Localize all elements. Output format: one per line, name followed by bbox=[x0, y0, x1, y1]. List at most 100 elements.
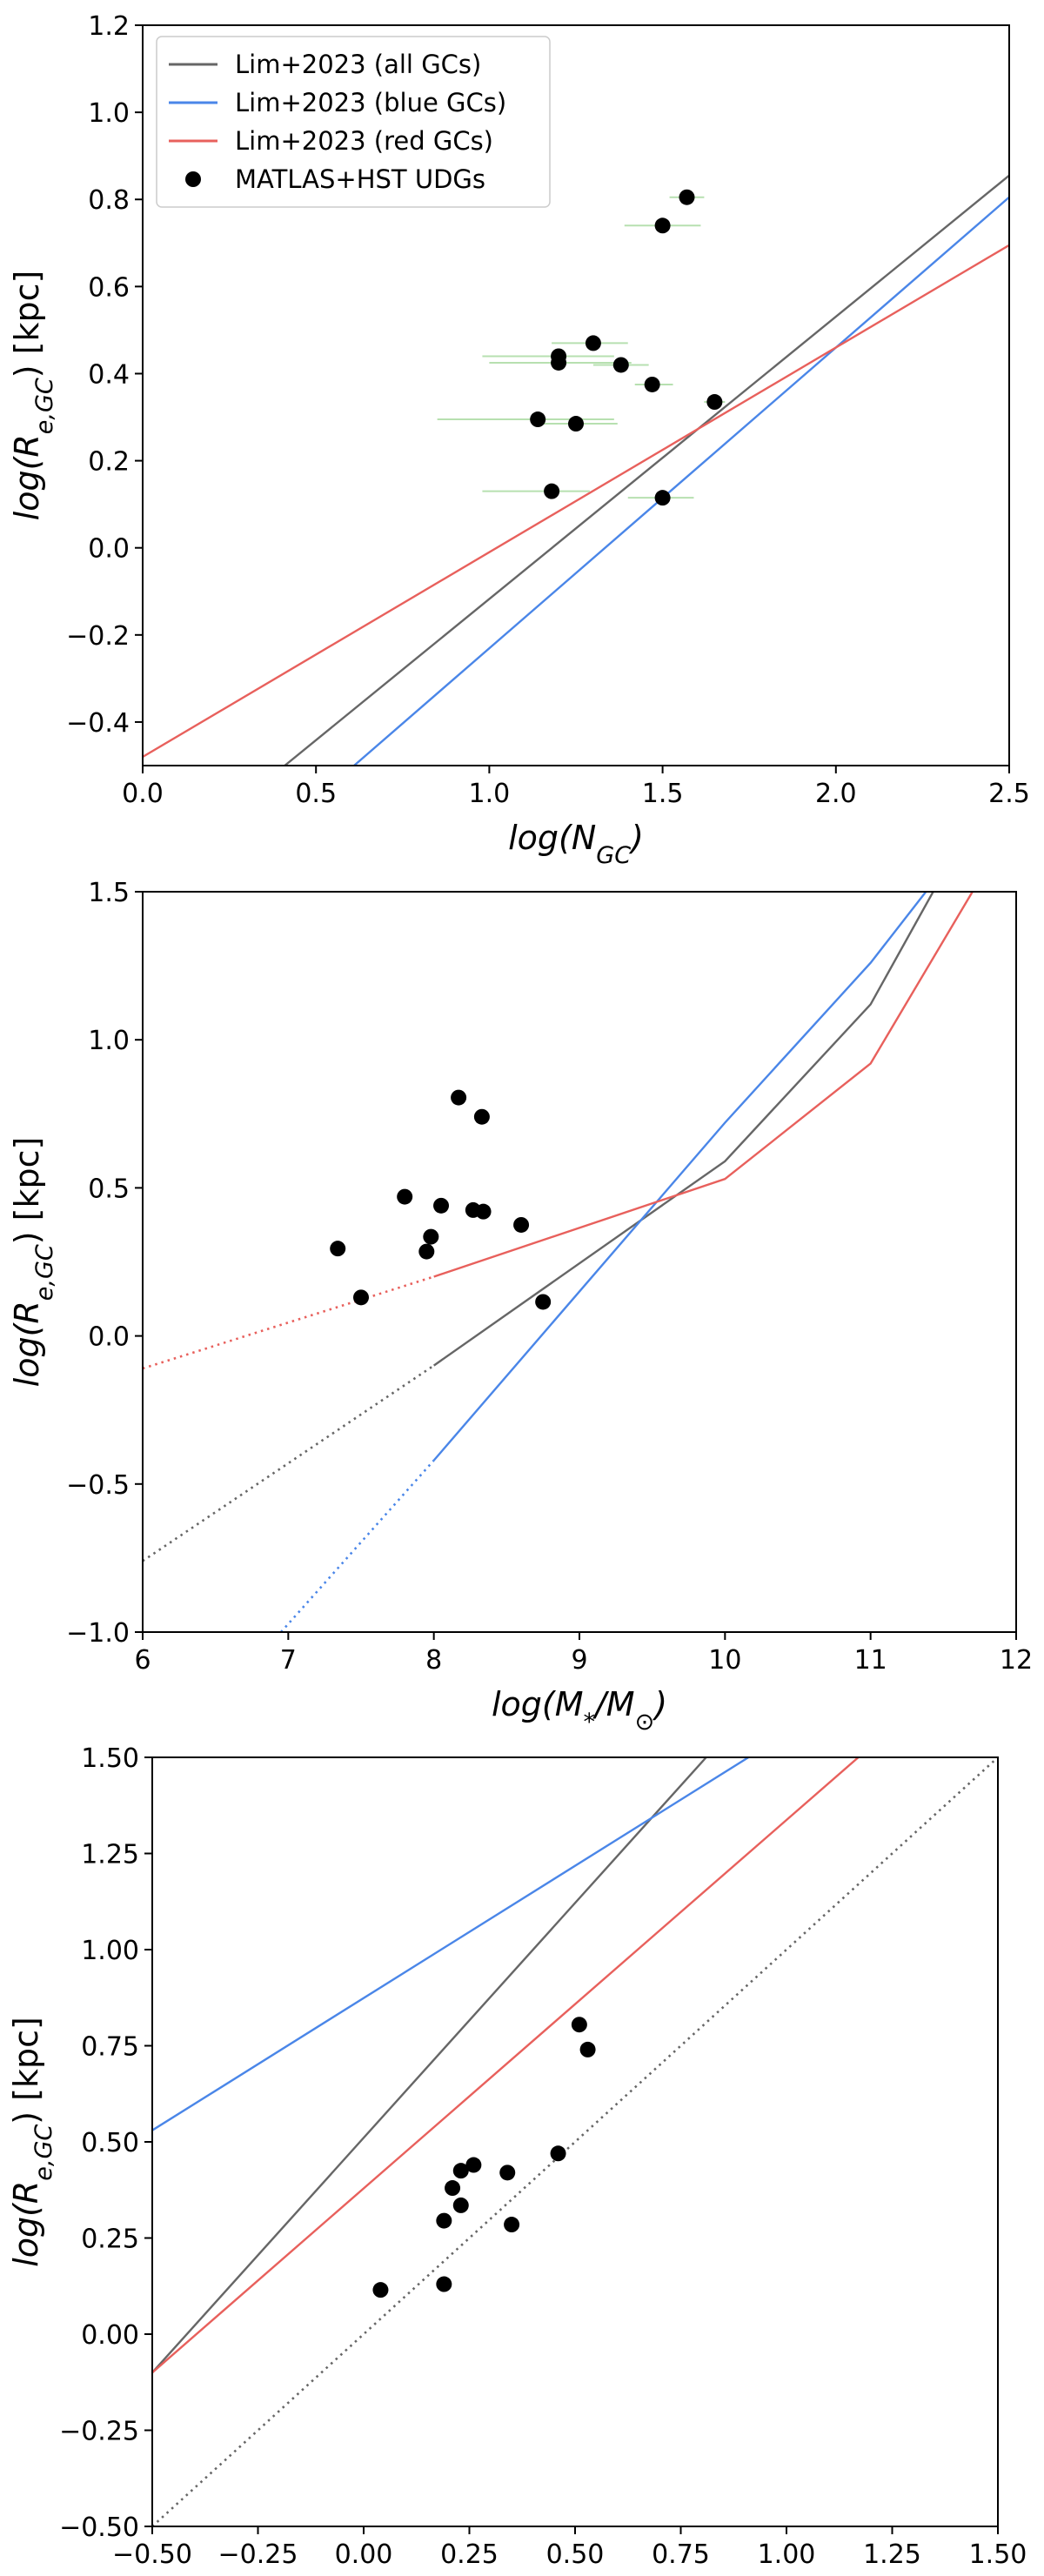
y-axis-label-part: log(R bbox=[7, 2181, 45, 2267]
series-line-one-to-one bbox=[152, 1757, 998, 2526]
x-tick-label: −0.50 bbox=[112, 2539, 192, 2570]
data-point bbox=[423, 1228, 439, 1245]
model-lines bbox=[152, 1757, 998, 2526]
data-points bbox=[437, 189, 726, 506]
y-tick-label: 0.0 bbox=[88, 1322, 130, 1353]
legend: Lim+2023 (all GCs) Lim+2023 (blue GCs) Lim… bbox=[156, 36, 551, 208]
y-tick-label: 1.00 bbox=[81, 1936, 139, 1966]
series-line-lim-2023-red-gcs- bbox=[143, 244, 1009, 759]
y-tick-label: 1.5 bbox=[88, 878, 130, 908]
data-point bbox=[436, 2276, 452, 2292]
data-point bbox=[530, 411, 546, 428]
data-point bbox=[436, 2212, 452, 2229]
data-point bbox=[612, 357, 629, 373]
x-axis-label: log(M*/M⊙) bbox=[492, 1685, 667, 1736]
data-points bbox=[372, 2017, 596, 2298]
y-tick-label: −0.50 bbox=[59, 2512, 139, 2543]
data-point bbox=[644, 376, 660, 392]
data-point bbox=[397, 1188, 413, 1205]
series-line-lim-2023-blue-gcs- bbox=[280, 1459, 435, 1632]
series-line-lim-2023-blue-gcs- bbox=[353, 196, 1009, 766]
data-point bbox=[473, 1108, 490, 1125]
y-axis-label-part: e,GC bbox=[30, 2124, 57, 2181]
y-axis-label: log(Re,GC) [kpc] bbox=[8, 271, 58, 521]
y-tick-label: −0.4 bbox=[66, 708, 130, 739]
x-tick-label: 2.0 bbox=[815, 779, 857, 809]
y-axis-label-part: ) [kpc] bbox=[8, 1137, 46, 1245]
data-point bbox=[418, 1243, 435, 1260]
x-axis-label-part: * bbox=[584, 1709, 596, 1736]
data-point bbox=[353, 1289, 369, 1306]
series-line-lim-2023-red-gcs- bbox=[152, 1757, 860, 2374]
series-line-lim-2023-red-gcs- bbox=[433, 892, 974, 1278]
data-point bbox=[499, 2165, 516, 2181]
data-point bbox=[535, 1294, 552, 1310]
data-point bbox=[679, 189, 695, 205]
series-line-lim-2023-blue-gcs- bbox=[432, 892, 927, 1462]
x-tick-label: 0.5 bbox=[295, 779, 337, 809]
data-point bbox=[551, 354, 567, 371]
x-tick-label: 8 bbox=[425, 1645, 442, 1676]
y-tick-label: −0.25 bbox=[59, 2417, 139, 2447]
y-axis-label-part: ) [kpc] bbox=[7, 2017, 45, 2124]
data-point bbox=[433, 1197, 450, 1214]
x-axis-label-part: ) bbox=[652, 1685, 667, 1723]
x-tick-label: 0.50 bbox=[546, 2539, 605, 2570]
y-tick-label: 0.5 bbox=[88, 1174, 130, 1204]
legend-label: Lim+2023 (blue GCs) bbox=[235, 88, 506, 117]
x-axis-label-part: log(N bbox=[508, 819, 596, 857]
data-point bbox=[571, 2017, 587, 2033]
legend-swatch-point bbox=[185, 171, 201, 187]
data-point bbox=[465, 2157, 482, 2173]
y-axis-label-part: ) [kpc] bbox=[8, 271, 46, 378]
y-tick-label: −0.2 bbox=[66, 621, 130, 652]
y-tick-label: 0.25 bbox=[81, 2225, 139, 2255]
panel-ngc: 0.0 0.5 1.0 1.5 2.0 2.5 −0.4 −0.2 0.0 0.2 0.4 0.6 0.… bbox=[8, 11, 1030, 869]
x-tick-label: 10 bbox=[708, 1645, 741, 1676]
data-point bbox=[330, 1241, 346, 1257]
x-tick-label: 0.0 bbox=[122, 779, 164, 809]
y-tick-label: 0.4 bbox=[88, 359, 130, 390]
model-lines bbox=[143, 174, 1009, 766]
data-point bbox=[452, 2163, 469, 2179]
panel-stellar-mass: 6 7 8 9 10 11 12 −1.0 −0.5 0.0 0.5 1.0 1.5 log(M*/M⊙)… bbox=[8, 878, 1033, 1736]
x-tick-label: 0.00 bbox=[335, 2539, 393, 2570]
series-line-lim-2023-all-gcs- bbox=[433, 892, 934, 1367]
x-tick-label: 7 bbox=[280, 1645, 297, 1676]
model-lines bbox=[143, 892, 974, 1632]
x-tick-label: 1.00 bbox=[758, 2539, 816, 2570]
y-axis-label: log(Re,GC) [kpc] bbox=[7, 2017, 57, 2267]
series-line-lim-2023-blue-gcs- bbox=[152, 1757, 749, 2131]
x-tick-label: 1.25 bbox=[863, 2539, 921, 2570]
x-axis-label-part: GC bbox=[596, 842, 631, 869]
y-axis-label: log(Re,GC) [kpc] bbox=[8, 1137, 58, 1388]
data-point bbox=[451, 1089, 467, 1106]
data-point bbox=[513, 1216, 530, 1233]
x-tick-label: 2.5 bbox=[988, 779, 1030, 809]
y-tick-label: 1.0 bbox=[88, 1026, 130, 1056]
series-line-lim-2023-all-gcs- bbox=[284, 174, 1009, 766]
x-tick-label: 11 bbox=[854, 1645, 887, 1676]
x-tick-label: 1.5 bbox=[642, 779, 684, 809]
y-tick-label: 0.50 bbox=[81, 2128, 139, 2158]
y-tick-label: 0.8 bbox=[88, 185, 130, 216]
y-tick-label: 0.0 bbox=[88, 534, 130, 565]
y-tick-label: 1.2 bbox=[88, 11, 130, 42]
y-tick-label: 1.0 bbox=[88, 98, 130, 129]
data-point bbox=[544, 483, 560, 499]
data-point bbox=[550, 2145, 566, 2162]
data-point bbox=[372, 2282, 389, 2298]
y-axis-label-part: log(R bbox=[8, 434, 46, 520]
data-point bbox=[452, 2197, 469, 2213]
axes-frame bbox=[142, 24, 1010, 766]
data-point bbox=[585, 335, 601, 351]
legend-frame bbox=[156, 36, 551, 208]
x-tick-label: 0.25 bbox=[440, 2539, 499, 2570]
x-tick-label: 9 bbox=[571, 1645, 587, 1676]
y-tick-label: 0.75 bbox=[81, 2032, 139, 2063]
y-tick-label: 1.25 bbox=[81, 1840, 139, 1870]
y-tick-label: −1.0 bbox=[66, 1618, 130, 1649]
series-line-lim-2023-all-gcs- bbox=[143, 1364, 435, 1562]
data-point bbox=[654, 490, 671, 506]
data-point bbox=[654, 217, 671, 234]
